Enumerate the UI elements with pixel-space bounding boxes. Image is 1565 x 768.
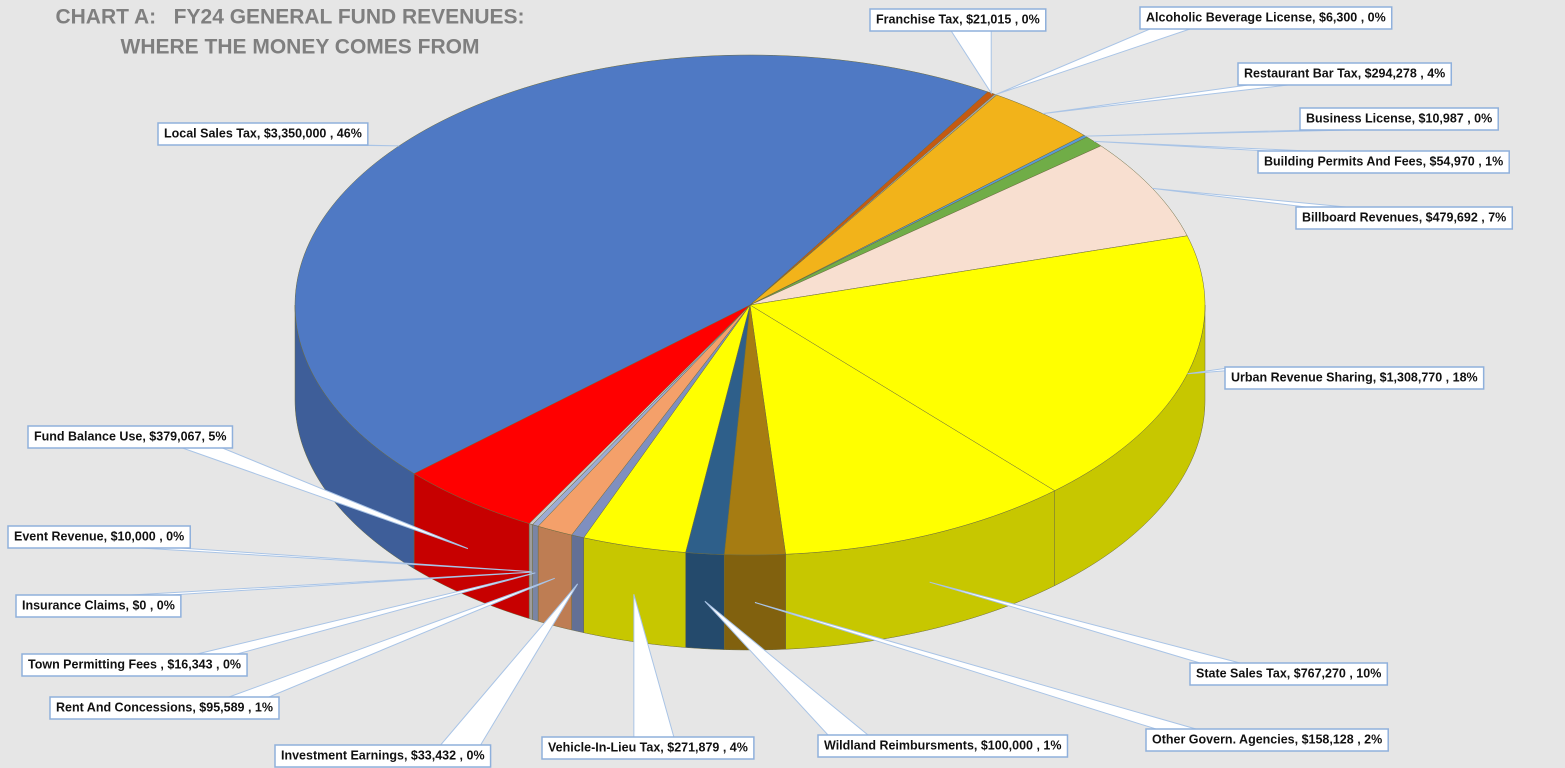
data-label-text: Building Permits And Fees, $54,970 , 1% — [1264, 154, 1503, 168]
data-label-text: Business License, $10,987 , 0% — [1306, 111, 1492, 125]
label-box — [1139, 6, 1393, 30]
leader-line — [995, 28, 1191, 96]
label-box — [1257, 150, 1510, 174]
data-label: Town Permitting Fees , $16,343 , 0% — [21, 572, 536, 677]
label-box — [27, 425, 234, 449]
chart-title: CHART A: FY24 GENERAL FUND REVENUES: — [55, 6, 524, 29]
data-label-text: Event Revenue, $10,000 , 0% — [14, 529, 184, 543]
label-box — [49, 696, 280, 720]
data-label-text: Town Permitting Fees , $16,343 , 0% — [28, 657, 241, 671]
data-label-text: Insurance Claims, $0 , 0% — [22, 598, 175, 612]
label-box — [15, 594, 182, 618]
label-box — [21, 653, 248, 677]
data-label-text: Billboard Revenues, $479,692 , 7% — [1302, 210, 1506, 224]
data-label-text: Vehicle-In-Lieu Tax, $271,879 , 4% — [548, 740, 748, 754]
leader-line — [196, 572, 536, 655]
pie-slice — [413, 304, 751, 524]
leader-line — [1085, 129, 1351, 137]
pie-sides — [294, 304, 1206, 651]
pie-slice — [749, 94, 1085, 306]
label-box — [157, 122, 369, 146]
pie-slice — [294, 54, 989, 474]
pie-slice — [749, 235, 1206, 491]
data-label: Insurance Claims, $0 , 0% — [15, 571, 533, 618]
leader-line — [1152, 187, 1347, 208]
data-label-text: Other Govern. Agencies, $158,128 , 2% — [1152, 732, 1382, 746]
label-box — [1295, 206, 1514, 230]
data-label: Fund Balance Use, $379,067, 5% — [27, 425, 469, 550]
pie-slice — [583, 304, 751, 553]
data-label-text: Restaurant Bar Tax, $294,278 , 4% — [1244, 66, 1445, 80]
label-box — [1189, 662, 1389, 686]
data-label: Billboard Revenues, $479,692 , 7% — [1152, 187, 1514, 230]
label-box — [869, 8, 1047, 32]
label-box — [541, 736, 755, 760]
data-label: Rent And Concessions, $95,589 , 1% — [49, 577, 555, 720]
label-box — [7, 525, 191, 549]
label-box — [274, 744, 492, 768]
pie-slice — [723, 304, 786, 556]
data-label-text: State Sales Tax, $767,270 , 10% — [1196, 666, 1381, 680]
data-label: Vehicle-In-Lieu Tax, $271,879 , 4% — [541, 594, 755, 760]
label-box — [1224, 366, 1485, 390]
data-label-text: Fund Balance Use, $379,067, 5% — [34, 429, 226, 443]
data-label: Urban Revenue Sharing, $1,308,770 , 18% — [1187, 366, 1485, 390]
data-label: Wildland Reimbursments, $100,000 , 1% — [704, 600, 1069, 758]
pie-slice — [749, 145, 1188, 306]
pie-slice-side — [723, 553, 786, 651]
pie-top — [294, 54, 1206, 556]
data-label: Restaurant Bar Tax, $294,278 , 4% — [1042, 62, 1453, 115]
data-label-text: Local Sales Tax, $3,350,000 , 46% — [164, 126, 362, 140]
data-label: Franchise Tax, $21,015 , 0% — [869, 8, 1047, 95]
pie-slice-side — [685, 552, 725, 650]
chart-subtitle: WHERE THE MONEY COMES FROM — [121, 36, 480, 59]
label-box — [817, 734, 1069, 758]
label-box — [1299, 107, 1499, 131]
data-label: Building Permits And Fees, $54,970 , 1% — [1093, 140, 1510, 174]
data-label: Investment Earnings, $33,432 , 0% — [274, 583, 579, 768]
data-label-text: Investment Earnings, $33,432 , 0% — [281, 748, 485, 762]
data-labels: Franchise Tax, $21,015 , 0% Alcoholic Bev… — [7, 6, 1514, 768]
data-label: State Sales Tax, $767,270 , 10% — [929, 581, 1389, 686]
data-label: Local Sales Tax, $3,350,000 , 46% — [157, 122, 400, 147]
leader-line — [929, 581, 1241, 664]
leader-line — [1042, 84, 1289, 115]
data-label-text: Wildland Reimbursments, $100,000 , 1% — [824, 738, 1061, 752]
label-box — [1237, 62, 1453, 86]
data-label: Business License, $10,987 , 0% — [1085, 107, 1499, 137]
pie-slice — [749, 304, 1056, 555]
data-label-text: Franchise Tax, $21,015 , 0% — [876, 12, 1040, 26]
leader-line — [1093, 140, 1309, 152]
data-label: Event Revenue, $10,000 , 0% — [7, 525, 531, 573]
data-label: Other Govern. Agencies, $158,128 , 2% — [754, 602, 1389, 752]
data-label-text: Rent And Concessions, $95,589 , 1% — [56, 700, 273, 714]
data-label-text: Alcoholic Beverage License, $6,300 , 0% — [1146, 10, 1386, 24]
data-label-text: Urban Revenue Sharing, $1,308,770 , 18% — [1231, 370, 1478, 384]
data-label: Alcoholic Beverage License, $6,300 , 0% — [995, 6, 1393, 96]
label-box — [1145, 728, 1389, 752]
